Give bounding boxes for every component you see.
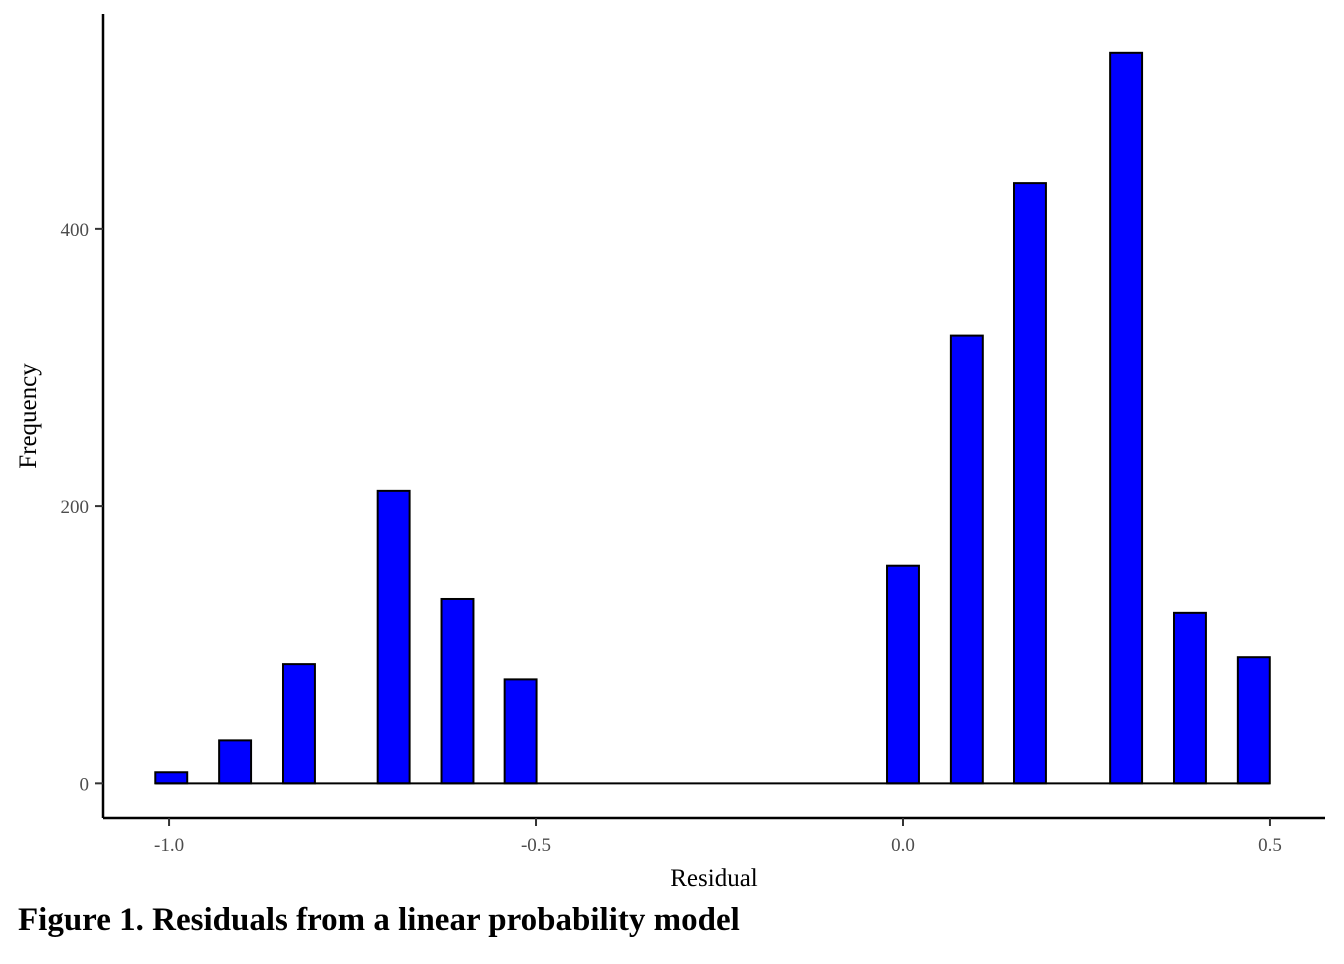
x-tick-label-3: 0.5 (1258, 835, 1282, 856)
histogram-bar-7 (949, 334, 984, 785)
histogram-bar-8 (1012, 182, 1047, 785)
histogram-bar-11 (1236, 656, 1271, 785)
x-tick-label-0: -1.0 (154, 835, 184, 856)
figure-caption: Figure 1. Residuals from a linear probab… (18, 902, 740, 938)
histogram-bar-6 (886, 564, 920, 785)
x-ticks-layer: -1.0 -0.5 0.0 0.5 (154, 818, 1282, 856)
y-tick-label-0: 0 (80, 774, 90, 795)
histogram-bar-1 (218, 739, 253, 785)
y-ticks-layer: 0 200 400 (61, 220, 103, 795)
x-axis-title: Residual (670, 865, 758, 892)
x-tick-label-1: -0.5 (521, 835, 551, 856)
histogram-bar-9 (1109, 51, 1144, 785)
x-tick-label-2: 0.0 (891, 835, 915, 856)
histogram-bar-0 (154, 771, 189, 785)
y-tick-label-1: 200 (61, 497, 90, 518)
histogram-bar-3 (376, 489, 411, 785)
bars-layer (154, 51, 1271, 785)
histogram-bar-5 (503, 678, 538, 785)
histogram-bar-10 (1172, 611, 1207, 785)
y-tick-label-2: 400 (61, 220, 90, 241)
histogram-bar-4 (440, 597, 475, 785)
y-axis-title: Frequency (15, 363, 42, 469)
histogram-bar-2 (281, 663, 316, 785)
